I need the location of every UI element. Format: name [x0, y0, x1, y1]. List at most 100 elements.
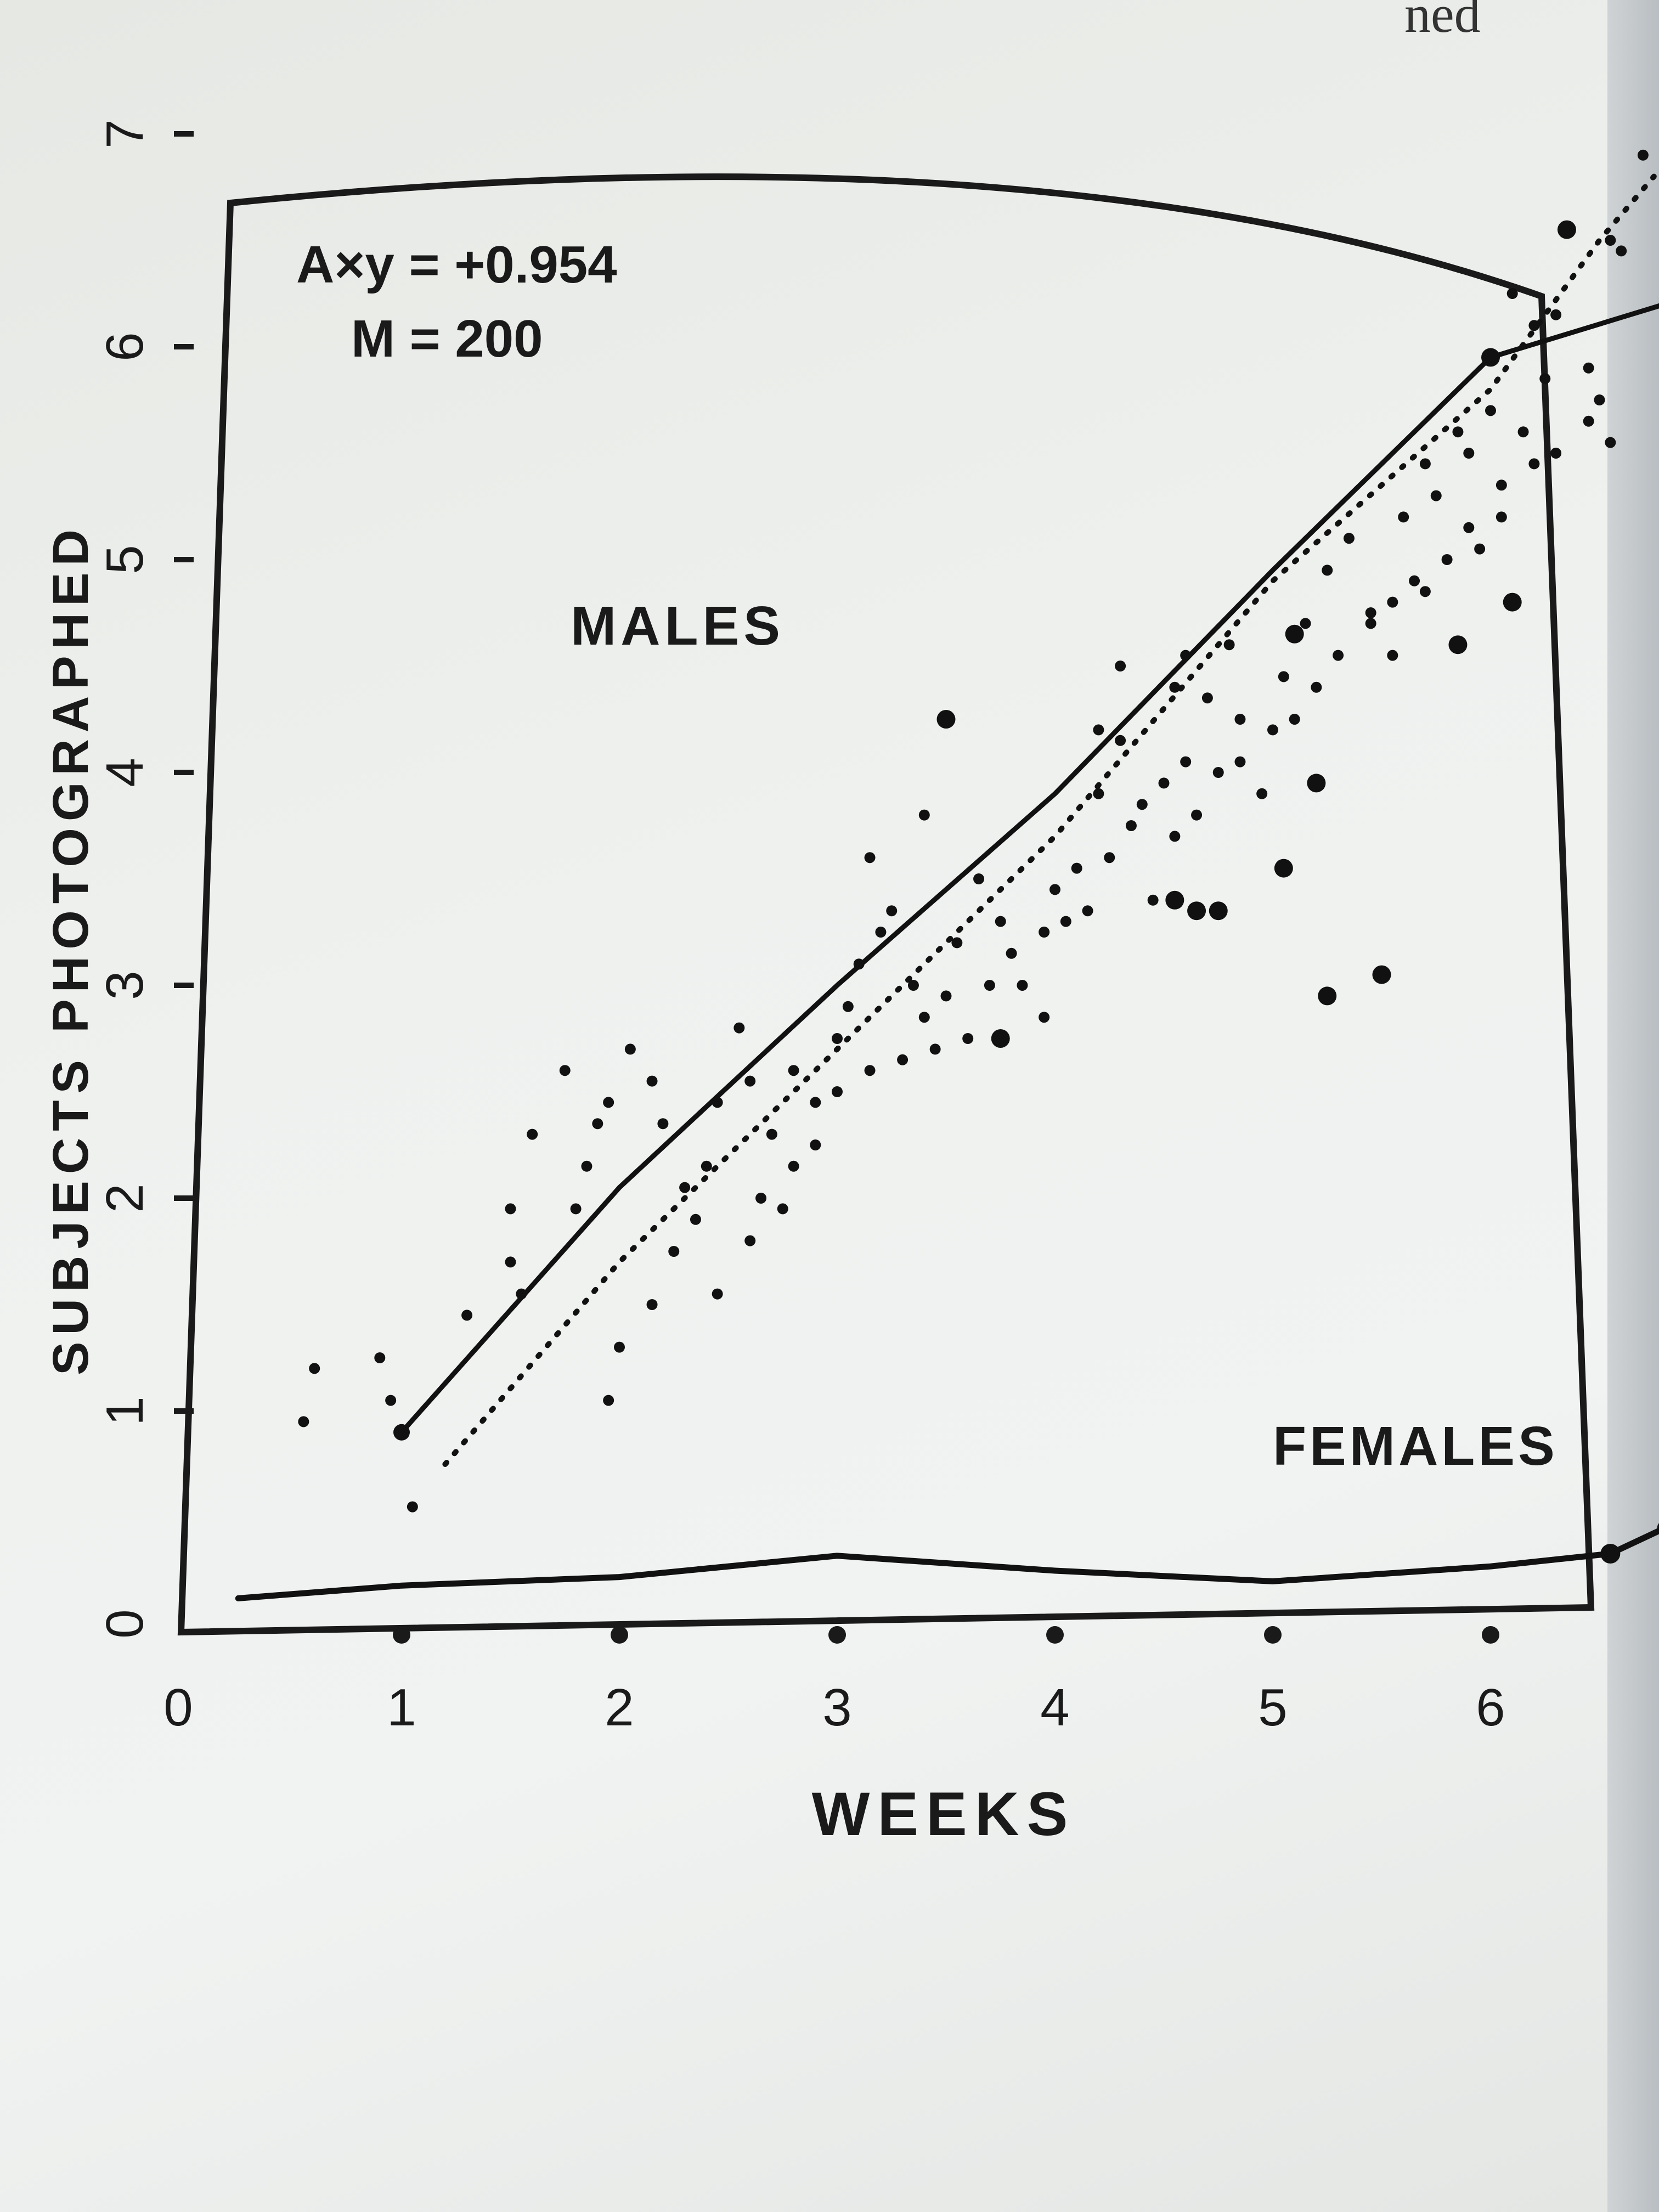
male-data-point [1419, 586, 1431, 597]
male-data-point [1594, 394, 1605, 405]
male-data-point [646, 1299, 658, 1310]
females-endpoint [1600, 1543, 1621, 1564]
y-tick-label: 4 [95, 758, 154, 787]
male-data-point [1343, 533, 1355, 544]
page-corner-text: ned [1404, 0, 1481, 43]
male-data-point [1430, 490, 1442, 501]
male-data-point [570, 1203, 582, 1215]
male-data-point [1398, 511, 1409, 523]
x-tick-mark [1046, 1626, 1064, 1644]
females-label: FEMALES [1273, 1415, 1558, 1477]
male-data-point [1496, 511, 1507, 523]
male-data-point-large [1285, 624, 1304, 644]
y-axis-label: SUBJECTS PHOTOGRAPHED [43, 523, 99, 1375]
male-data-point [1300, 618, 1311, 629]
male-data-point [592, 1118, 603, 1130]
male-data-point [1256, 788, 1268, 799]
male-data-point [614, 1341, 625, 1353]
data-points [298, 149, 1649, 1513]
male-data-point [374, 1352, 386, 1363]
stat-annotation-n: M = 200 [351, 309, 543, 368]
male-data-point-large [1372, 965, 1391, 984]
male-data-point [1506, 288, 1518, 299]
x-axis-label: WEEKS [812, 1780, 1076, 1848]
male-data-point [929, 1043, 941, 1055]
male-data-point [897, 1054, 909, 1065]
male-data-point [995, 916, 1006, 927]
y-tick-label: 1 [95, 1396, 154, 1425]
male-data-point-large [1307, 774, 1326, 793]
male-data-point [1201, 692, 1213, 704]
male-data-point [1387, 650, 1398, 661]
male-data-point [1180, 756, 1192, 768]
male-data-point [407, 1501, 418, 1513]
males-dotted-trend-line [442, 173, 1657, 1467]
male-data-point [505, 1256, 516, 1268]
male-data-point [1441, 554, 1453, 565]
male-data-point [1017, 980, 1028, 991]
male-data-point [690, 1214, 701, 1225]
male-data-point [385, 1395, 397, 1406]
male-data-point [603, 1395, 614, 1406]
male-data-point [1212, 767, 1224, 778]
male-data-point [1234, 756, 1246, 768]
male-data-point [940, 990, 952, 1002]
male-data-point [1049, 884, 1060, 895]
male-data-point [1278, 671, 1289, 682]
y-tick-label: 6 [95, 332, 154, 361]
male-data-point-large [1187, 901, 1206, 921]
axis-tick-labels: 0123456701234567 [95, 119, 1505, 1737]
male-data-point-large [1165, 890, 1184, 910]
y-tick-label: 5 [95, 545, 154, 574]
male-data-point [624, 1043, 636, 1055]
male-data-point [1496, 479, 1507, 491]
male-data-point [918, 809, 930, 821]
male-data-point [516, 1288, 527, 1300]
x-tick-label: 1 [387, 1678, 416, 1737]
male-data-point [755, 1193, 767, 1204]
x-tick-label: 2 [605, 1678, 634, 1737]
male-data-point [842, 1001, 854, 1012]
male-data-point [1093, 788, 1104, 799]
male-data-point [951, 937, 963, 949]
male-data-point [744, 1075, 756, 1087]
male-data-point [701, 1160, 712, 1172]
male-data-point [886, 905, 898, 917]
male-data-point [1180, 650, 1192, 661]
male-data-point [1517, 426, 1529, 438]
male-data-point [1125, 820, 1137, 831]
male-data-point-large [1481, 348, 1500, 367]
male-data-point [1387, 596, 1398, 608]
male-data-point [907, 980, 919, 991]
male-data-point [1605, 235, 1616, 246]
male-data-point [1169, 681, 1181, 693]
book-page [0, 0, 1607, 2212]
male-data-point [832, 1033, 843, 1044]
male-data-point [1583, 415, 1594, 427]
x-tick-label: 4 [1040, 1678, 1069, 1737]
x-tick-mark [1482, 1626, 1499, 1644]
male-data-point [864, 852, 876, 864]
male-data-point [853, 958, 865, 970]
male-data-point [581, 1160, 592, 1172]
y-tick-label: 2 [95, 1183, 154, 1212]
male-data-point [1550, 309, 1562, 320]
male-data-point [1452, 426, 1464, 438]
male-data-point [1115, 661, 1126, 672]
male-data-point [1539, 373, 1551, 385]
male-data-point-large [1318, 986, 1337, 1006]
male-data-point [1528, 458, 1540, 470]
male-data-point [810, 1139, 821, 1150]
x-tick-mark [828, 1626, 846, 1644]
male-data-point [1267, 724, 1278, 736]
male-data-point [1322, 565, 1333, 576]
y-tick-label: 7 [95, 119, 154, 148]
male-data-point-large [1209, 901, 1228, 921]
male-data-point [1419, 458, 1431, 470]
male-data-point [1039, 1012, 1050, 1023]
male-data-point [1191, 809, 1203, 821]
male-data-point [1583, 362, 1594, 374]
male-data-point [1605, 437, 1616, 448]
male-data-point [712, 1097, 723, 1108]
